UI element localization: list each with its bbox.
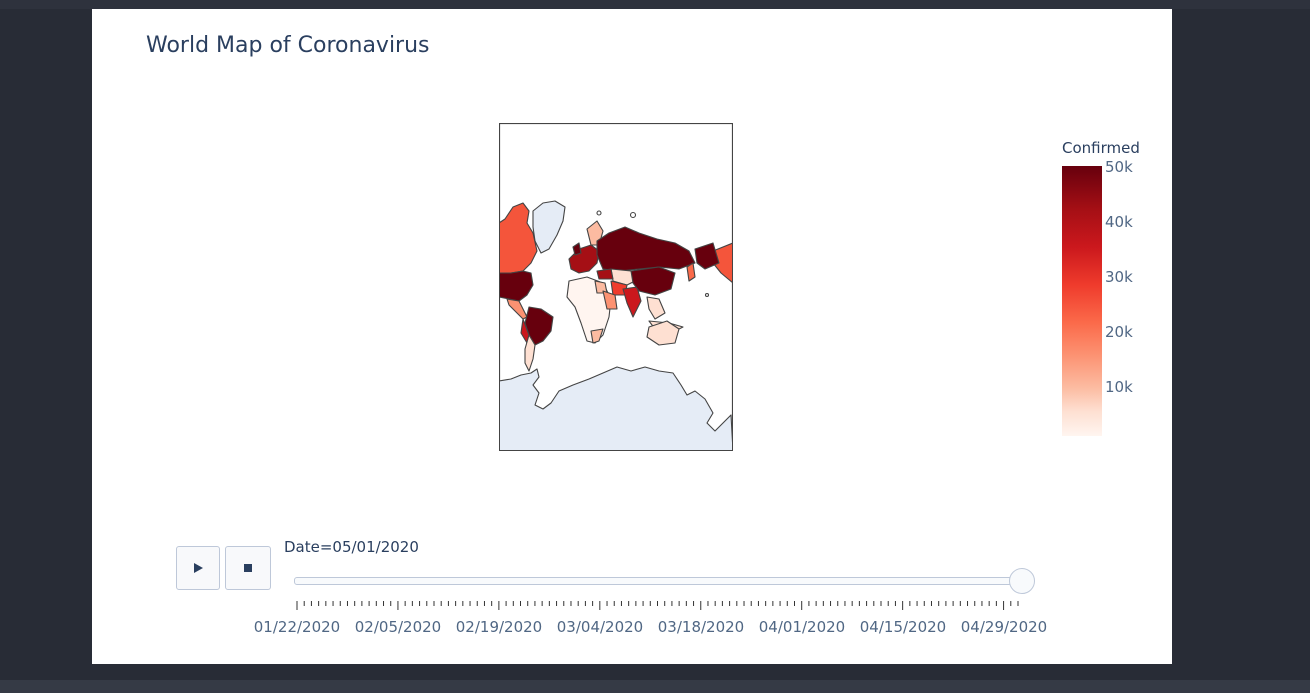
colorbar-tick: 50k	[1105, 158, 1133, 176]
slider-handle[interactable]	[1009, 568, 1035, 594]
colorbar-tick: 40k	[1105, 213, 1133, 231]
chart-title: World Map of Coronavirus	[146, 33, 430, 58]
play-button[interactable]	[176, 546, 220, 590]
island	[596, 210, 602, 216]
colorbar-tick: 10k	[1105, 378, 1133, 396]
top-bar	[0, 0, 1310, 9]
china	[630, 266, 676, 296]
greenland	[532, 200, 566, 254]
australia	[646, 320, 680, 346]
slider-tick-label[interactable]: 02/05/2020	[354, 618, 442, 636]
uk	[572, 242, 582, 256]
slider-tick-label[interactable]: 01/22/2020	[253, 618, 341, 636]
figure-card: World Map of Coronavirus	[92, 9, 1172, 664]
slider-ticks	[296, 601, 1019, 610]
india	[622, 286, 642, 318]
colorbar-tick: 20k	[1105, 323, 1133, 341]
choropleth-map[interactable]	[499, 123, 733, 451]
island	[704, 292, 710, 298]
bottom-bar	[0, 680, 1310, 693]
colorbar-tick: 30k	[1105, 268, 1133, 286]
colorbar	[1062, 166, 1102, 436]
usa	[500, 270, 534, 302]
colorbar-title: Confirmed	[1062, 139, 1140, 157]
stop-icon	[244, 564, 252, 572]
slider-tick-label[interactable]: 04/01/2020	[758, 618, 846, 636]
southeast-asia	[646, 296, 666, 320]
slider-tick-label[interactable]: 04/15/2020	[859, 618, 947, 636]
turkey	[596, 268, 614, 280]
saudi-arabia	[602, 290, 618, 310]
japan	[686, 262, 696, 282]
play-icon	[194, 563, 203, 573]
slider-current-value: Date=05/01/2020	[284, 538, 419, 556]
slider-tick-label[interactable]: 03/18/2020	[657, 618, 745, 636]
east-asia-wrap	[694, 242, 720, 270]
slider-track[interactable]	[294, 577, 1024, 585]
stop-button[interactable]	[225, 546, 271, 590]
south-africa	[590, 328, 604, 344]
argentina	[524, 334, 536, 372]
slider-tick-label[interactable]: 04/29/2020	[960, 618, 1048, 636]
slider-tick-label[interactable]: 03/04/2020	[556, 618, 644, 636]
mexico	[506, 298, 528, 320]
antarctica	[500, 366, 732, 450]
slider-tick-label[interactable]: 02/19/2020	[455, 618, 543, 636]
island	[629, 211, 637, 219]
